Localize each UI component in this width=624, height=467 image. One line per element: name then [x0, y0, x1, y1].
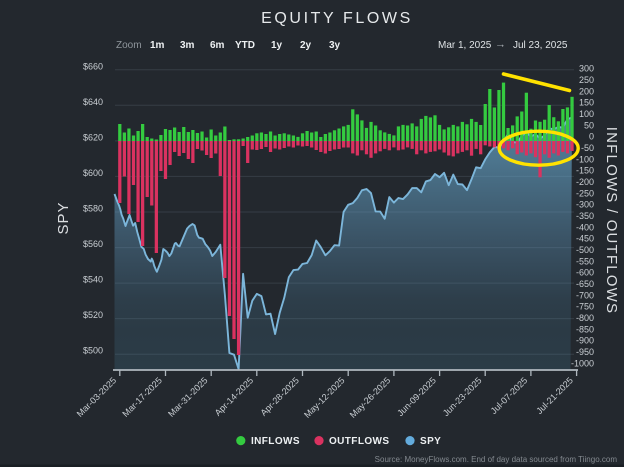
svg-text:-500: -500	[576, 245, 594, 255]
svg-text:$620: $620	[83, 132, 103, 142]
svg-text:SPY: SPY	[55, 201, 72, 234]
svg-text:-800: -800	[576, 313, 594, 323]
svg-text:-200: -200	[576, 177, 594, 187]
svg-text:100: 100	[579, 109, 594, 119]
svg-text:-950: -950	[576, 347, 594, 357]
svg-text:-900: -900	[576, 336, 594, 346]
svg-text:-1000: -1000	[571, 358, 594, 368]
svg-text:-350: -350	[576, 211, 594, 221]
svg-text:Zoom: Zoom	[116, 40, 142, 51]
svg-text:$580: $580	[83, 203, 103, 213]
svg-text:Source: MoneyFlows.com. End of: Source: MoneyFlows.com. End of day data …	[375, 455, 618, 464]
svg-text:INFLOWS: INFLOWS	[251, 436, 300, 447]
svg-text:INFLOWS / OUTFLOWS: INFLOWS / OUTFLOWS	[603, 127, 620, 314]
svg-text:250: 250	[579, 75, 594, 85]
svg-text:6m: 6m	[210, 40, 225, 51]
svg-text:$560: $560	[83, 239, 103, 249]
svg-text:Mar 1, 2025: Mar 1, 2025	[438, 40, 492, 51]
svg-text:$600: $600	[83, 168, 103, 178]
svg-text:-150: -150	[576, 166, 594, 176]
svg-text:-600: -600	[576, 268, 594, 278]
svg-text:SPY: SPY	[420, 436, 441, 447]
svg-text:-400: -400	[576, 222, 594, 232]
svg-text:50: 50	[584, 120, 594, 130]
svg-text:-50: -50	[581, 143, 594, 153]
svg-text:-450: -450	[576, 234, 594, 244]
svg-text:1m: 1m	[150, 40, 165, 51]
svg-text:-650: -650	[576, 279, 594, 289]
svg-text:-300: -300	[576, 200, 594, 210]
svg-text:$640: $640	[83, 97, 103, 107]
svg-text:3y: 3y	[329, 40, 341, 51]
svg-text:$540: $540	[83, 274, 103, 284]
svg-text:3m: 3m	[180, 40, 195, 51]
svg-text:$520: $520	[83, 310, 103, 320]
svg-text:-750: -750	[576, 302, 594, 312]
svg-text:-700: -700	[576, 290, 594, 300]
svg-text:2y: 2y	[300, 40, 312, 51]
svg-text:EQUITY FLOWS: EQUITY FLOWS	[261, 10, 413, 27]
svg-text:150: 150	[579, 98, 594, 108]
svg-text:200: 200	[579, 86, 594, 96]
svg-text:300: 300	[579, 64, 594, 74]
svg-text:YTD: YTD	[235, 40, 255, 51]
svg-text:-550: -550	[576, 256, 594, 266]
svg-text:OUTFLOWS: OUTFLOWS	[329, 436, 389, 447]
svg-text:-850: -850	[576, 324, 594, 334]
svg-text:$660: $660	[83, 61, 103, 71]
svg-text:1y: 1y	[271, 40, 283, 51]
svg-text:→: →	[495, 39, 506, 51]
svg-text:-100: -100	[576, 154, 594, 164]
svg-text:0: 0	[589, 132, 594, 142]
svg-text:$500: $500	[83, 345, 103, 355]
svg-text:-250: -250	[576, 188, 594, 198]
svg-text:Jul 23, 2025: Jul 23, 2025	[513, 40, 568, 51]
